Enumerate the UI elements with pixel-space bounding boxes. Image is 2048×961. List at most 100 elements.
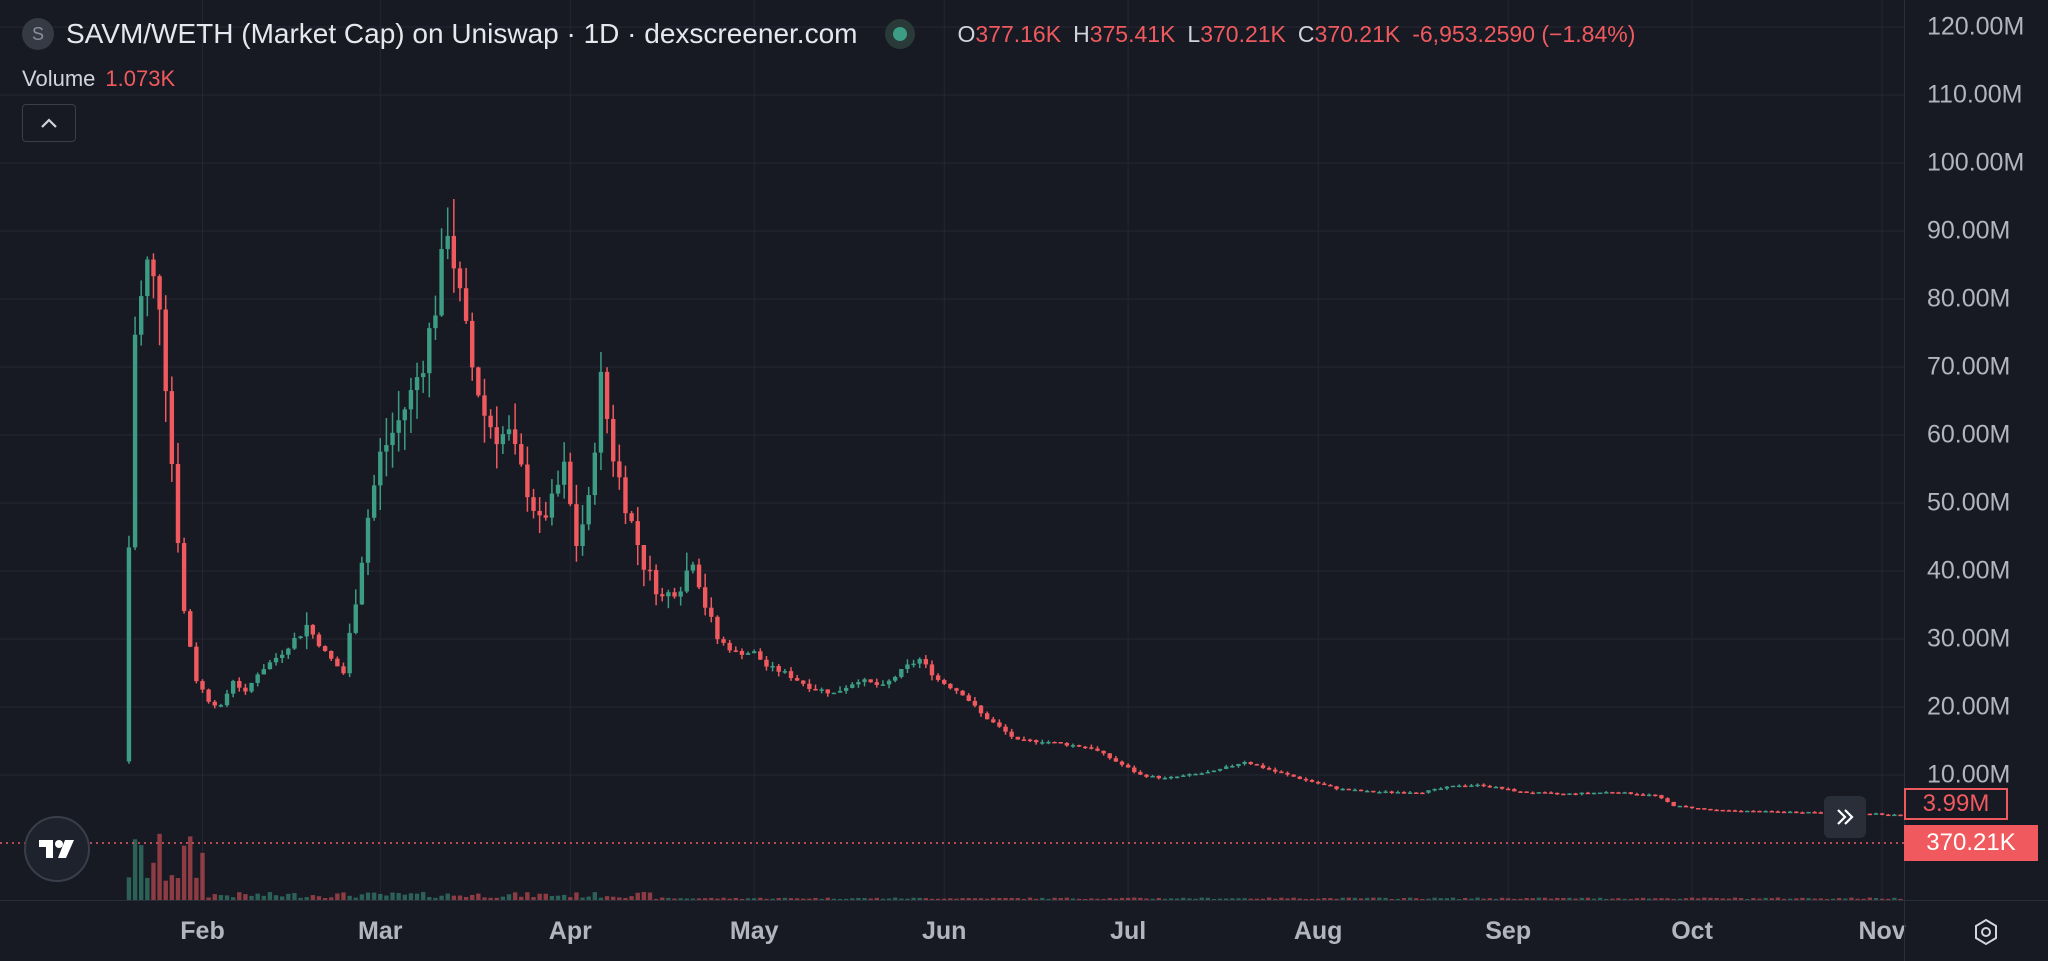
candle-body bbox=[1806, 811, 1811, 814]
volume-bar bbox=[684, 898, 689, 900]
candle-body bbox=[255, 674, 260, 683]
candle-body bbox=[1524, 791, 1529, 794]
candle-body bbox=[1769, 810, 1774, 813]
volume-bar bbox=[831, 898, 837, 900]
volume-bar bbox=[1070, 898, 1076, 900]
candle-body bbox=[825, 689, 830, 694]
volume-bar bbox=[1205, 897, 1211, 900]
time-axis[interactable]: Feb Mar Apr May Jun Jul Aug Sep Oct Nov bbox=[0, 900, 1906, 961]
close-value: 370.21K bbox=[1314, 20, 1401, 47]
candle-body bbox=[445, 235, 450, 250]
collapse-legend-button[interactable] bbox=[22, 104, 76, 142]
volume-bar bbox=[1879, 898, 1885, 900]
volume-bar bbox=[1138, 897, 1143, 900]
time-tick: Jul bbox=[1110, 917, 1147, 945]
candle-body bbox=[139, 296, 144, 335]
candle-body bbox=[1358, 789, 1364, 792]
candle-body bbox=[568, 461, 573, 505]
volume-bar bbox=[1640, 897, 1646, 900]
candle-body bbox=[911, 663, 916, 666]
volume-bar bbox=[843, 898, 849, 900]
candle-body bbox=[1144, 774, 1149, 777]
candle-body bbox=[279, 654, 285, 658]
candle-body bbox=[1150, 775, 1155, 778]
price-axis[interactable]: 10.00M 20.00M 30.00M 40.00M 50.00M 60.00M 70.0… bbox=[1904, 0, 2048, 900]
close-price-label: 370.21K bbox=[1904, 825, 2038, 861]
volume-bar bbox=[298, 897, 303, 900]
candlestick-plot[interactable] bbox=[0, 0, 1904, 900]
volume-bar bbox=[451, 895, 457, 900]
volume-bar bbox=[549, 895, 555, 900]
time-tick: Apr bbox=[548, 917, 592, 945]
candle-body bbox=[1070, 745, 1076, 747]
volume-bar bbox=[1279, 897, 1284, 900]
volume-bar bbox=[402, 894, 407, 900]
scroll-to-realtime-button[interactable] bbox=[1824, 796, 1866, 838]
volume-bar bbox=[1548, 898, 1554, 900]
chevron-up-icon bbox=[41, 118, 57, 128]
candle-body bbox=[574, 504, 579, 546]
candle-body bbox=[1297, 776, 1302, 779]
volume-bar bbox=[1230, 898, 1235, 900]
settings-button[interactable] bbox=[1966, 912, 2006, 952]
candle-body bbox=[439, 249, 444, 316]
volume-bar bbox=[813, 897, 818, 900]
price-tick: 10.00M bbox=[1927, 760, 2011, 789]
candle-body bbox=[329, 650, 334, 659]
price-tick: 50.00M bbox=[1927, 488, 2011, 517]
candle-body bbox=[611, 418, 616, 462]
volume-bar bbox=[678, 898, 683, 900]
volume-bar bbox=[1591, 898, 1597, 900]
volume-bar bbox=[169, 875, 175, 900]
volume-bar bbox=[243, 894, 248, 900]
volume-bar bbox=[525, 892, 530, 900]
volume-bar bbox=[856, 897, 861, 900]
candle-body bbox=[1812, 811, 1817, 814]
chart-area[interactable]: S SAVM/WETH (Market Cap) on Uniswap · 1D… bbox=[0, 0, 1904, 900]
volume-bar bbox=[1395, 898, 1401, 900]
volume-bar bbox=[1481, 898, 1486, 900]
volume-bar bbox=[1365, 897, 1370, 900]
volume-bar bbox=[923, 898, 929, 900]
volume-bar bbox=[1211, 898, 1217, 900]
volume-bar bbox=[194, 877, 199, 900]
volume-bar bbox=[224, 895, 230, 900]
candle-body bbox=[1125, 764, 1131, 768]
candle-body bbox=[1867, 813, 1873, 816]
volume-bar bbox=[715, 898, 720, 900]
volume-bar bbox=[917, 897, 922, 900]
volume-bar bbox=[1371, 897, 1376, 900]
candle-body bbox=[500, 434, 506, 445]
volume-bar bbox=[1536, 897, 1542, 900]
candle-body bbox=[126, 547, 132, 762]
candle-body bbox=[181, 543, 187, 612]
candle-body bbox=[715, 616, 720, 640]
candle-body bbox=[1579, 792, 1584, 795]
volume-bar bbox=[837, 898, 843, 900]
price-tick: 60.00M bbox=[1927, 420, 2011, 449]
time-tick: Sep bbox=[1485, 917, 1532, 945]
volume-bar bbox=[568, 897, 573, 900]
volume-bar bbox=[862, 898, 867, 900]
volume-bar bbox=[574, 892, 579, 900]
candle-body bbox=[206, 689, 211, 702]
candle-body bbox=[1174, 776, 1180, 779]
tradingview-logo-icon[interactable] bbox=[24, 816, 90, 882]
volume-bar bbox=[365, 892, 371, 900]
volume-bar bbox=[353, 897, 358, 900]
price-tick: 30.00M bbox=[1927, 624, 2011, 653]
volume-bar bbox=[1407, 897, 1413, 900]
candle-body bbox=[1266, 768, 1272, 770]
candle-body bbox=[1438, 788, 1443, 791]
volume-bar bbox=[1193, 898, 1198, 900]
candle-body bbox=[390, 432, 395, 446]
volume-bar bbox=[316, 896, 322, 900]
candle-body bbox=[1628, 792, 1633, 795]
volume-bar bbox=[660, 897, 665, 900]
volume-bar bbox=[555, 895, 561, 900]
candle-body bbox=[1456, 785, 1462, 788]
candle-body bbox=[764, 659, 769, 667]
volume-bar bbox=[1420, 898, 1425, 900]
candle-body bbox=[1677, 805, 1683, 808]
volume-bar bbox=[1125, 897, 1131, 900]
